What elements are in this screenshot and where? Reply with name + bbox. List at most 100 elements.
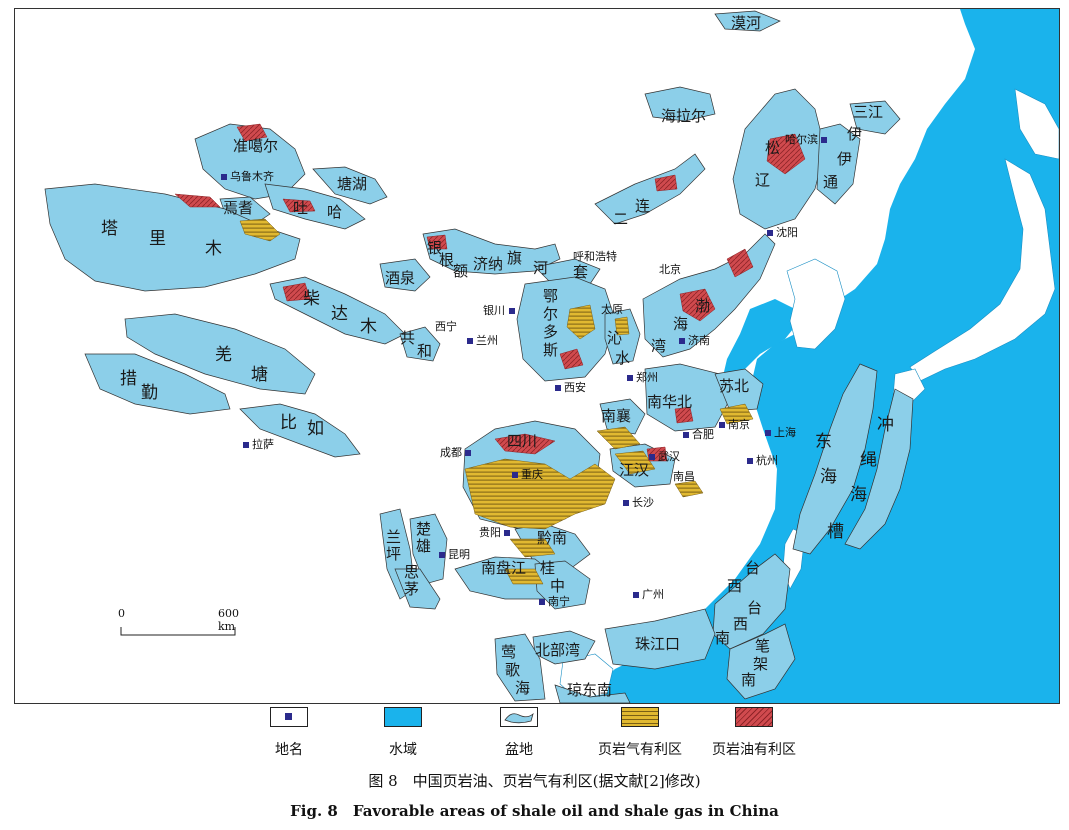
map-graphics <box>44 9 1059 703</box>
city-name: 呼和浩特 <box>573 250 617 263</box>
basin-subei <box>714 368 764 412</box>
basin-label: 里 <box>149 229 166 249</box>
basin-label: 四川 <box>507 432 538 450</box>
city-name: 兰州 <box>476 334 498 347</box>
basin-label: 琼东南 <box>567 681 613 699</box>
city-marker <box>765 430 771 436</box>
figure-caption-chinese: 图 8 中国页岩油、页岩气有利区(据文献[2]修改) <box>368 772 701 790</box>
figure-caption-english: Fig. 8 Favorable areas of shale oil and … <box>290 802 779 820</box>
city-nanning: 南宁 <box>539 596 570 607</box>
basin-label: 苏北 <box>719 377 750 395</box>
oil-area-qaidam <box>282 282 311 302</box>
basin-label: 海 <box>673 315 689 333</box>
basin-mohe <box>714 10 781 32</box>
scale-bar-start: 0 <box>118 607 125 620</box>
basin-label: 南襄 <box>601 407 632 425</box>
city-name: 长沙 <box>632 496 654 509</box>
basin-label: 南 <box>741 671 757 689</box>
city-marker <box>512 472 518 478</box>
legend-label: 页岩油有利区 <box>712 742 796 758</box>
basin-taixinan <box>712 553 791 650</box>
basin-qiongdongnan <box>554 684 631 703</box>
city-name: 广州 <box>642 588 664 601</box>
basin-label: 如 <box>307 419 324 439</box>
city-marker <box>767 230 773 236</box>
city-guiyang: 贵阳 <box>479 527 513 538</box>
city-name: 太原 <box>601 303 623 316</box>
oil-area-nanhuabei <box>674 406 694 424</box>
basin-label: 江汉 <box>619 461 650 479</box>
city-nanchang: 南昌 <box>673 471 695 482</box>
city-shanghai: 上海 <box>765 427 796 438</box>
legend-label: 水域 <box>389 742 417 758</box>
gas-area-qinshui <box>614 316 630 336</box>
city-marker <box>509 308 515 314</box>
city-marker <box>683 432 689 438</box>
city-name: 沈阳 <box>776 226 798 239</box>
basin-yitong <box>816 123 861 205</box>
basin-label: 达 <box>331 304 348 324</box>
basin-label: 通 <box>823 173 839 191</box>
basin-erdos <box>516 276 616 382</box>
oil-area-yingen <box>426 234 448 250</box>
legend-item-basin: 盆地 <box>500 707 538 759</box>
basin-label: 塘湖 <box>337 175 368 193</box>
city-marker <box>623 500 629 506</box>
city-chengdu: 成都 <box>440 447 474 458</box>
city-harbin: 哈尔滨 <box>785 134 830 145</box>
basin-label: 多 <box>543 323 559 341</box>
basin-label: 连 <box>635 197 651 215</box>
city-jinan: 济南 <box>679 335 710 346</box>
land-korea <box>786 258 846 350</box>
city-name: 银川 <box>483 304 505 317</box>
basin-label: 西 <box>733 615 749 633</box>
basin-simao <box>394 568 441 610</box>
basin-label: 中 <box>550 577 566 595</box>
basin-label: 济纳 <box>473 255 504 273</box>
basin-qinshui <box>604 308 641 365</box>
city-chongqing: 重庆 <box>512 469 543 480</box>
city-name: 乌鲁木齐 <box>230 170 274 183</box>
land-japan-north <box>1014 88 1059 160</box>
basin-gonghe <box>399 326 441 362</box>
basin-jiuquan <box>379 258 431 292</box>
city-name: 杭州 <box>756 454 778 467</box>
basin-label: 河 <box>533 259 549 277</box>
basin-label: 松 <box>765 139 781 157</box>
legend-item-water: 水域 <box>384 707 422 759</box>
oil-area-sichuan <box>494 433 556 455</box>
land-japan <box>909 158 1056 382</box>
legend: 地名 水域 盆地 页岩气有利区 页岩油有利区 <box>0 703 1069 758</box>
city-name: 南昌 <box>673 470 695 483</box>
basin-label: 东 <box>815 432 832 452</box>
city-hohhot: 呼和浩特 <box>573 251 617 262</box>
oil-area-erlian <box>654 174 678 192</box>
gas-area-qiannan <box>509 538 556 558</box>
city-marker <box>679 338 685 344</box>
basin-tuha <box>264 183 366 230</box>
basin-sanjiang <box>849 100 901 135</box>
city-marker <box>719 422 725 428</box>
basin-label: 黔南 <box>537 529 568 547</box>
basin-label: 斯 <box>543 341 559 359</box>
city-marker <box>465 450 471 456</box>
city-name: 贵阳 <box>479 526 501 539</box>
basin-label: 措 <box>120 369 137 389</box>
basin-label: 三江 <box>853 103 884 121</box>
gas-area-ordos <box>566 304 596 340</box>
gas-area-nanpanjiang <box>504 568 544 585</box>
basin-label: 和 <box>417 342 433 360</box>
city-taiyuan: 太原 <box>601 304 623 315</box>
water-pacific <box>575 9 1059 703</box>
gas-area-tarim <box>239 218 281 242</box>
basin-label: 根 <box>439 251 455 269</box>
city-hefei: 合肥 <box>683 429 714 440</box>
map-frame: 准噶尔 吐 哈 塘湖 塔 里 木 焉耆 柴 达 木 共 和 酒泉 银 根 额 济… <box>14 8 1060 704</box>
basin-label: 湾 <box>651 337 667 355</box>
basin-label: 焉耆 <box>223 199 254 217</box>
basin-label: 台 <box>747 599 763 617</box>
legend-swatch-basin <box>500 707 538 727</box>
basin-label: 辽 <box>755 171 771 189</box>
city-name: 合肥 <box>692 428 714 441</box>
city-name: 南京 <box>728 418 750 431</box>
